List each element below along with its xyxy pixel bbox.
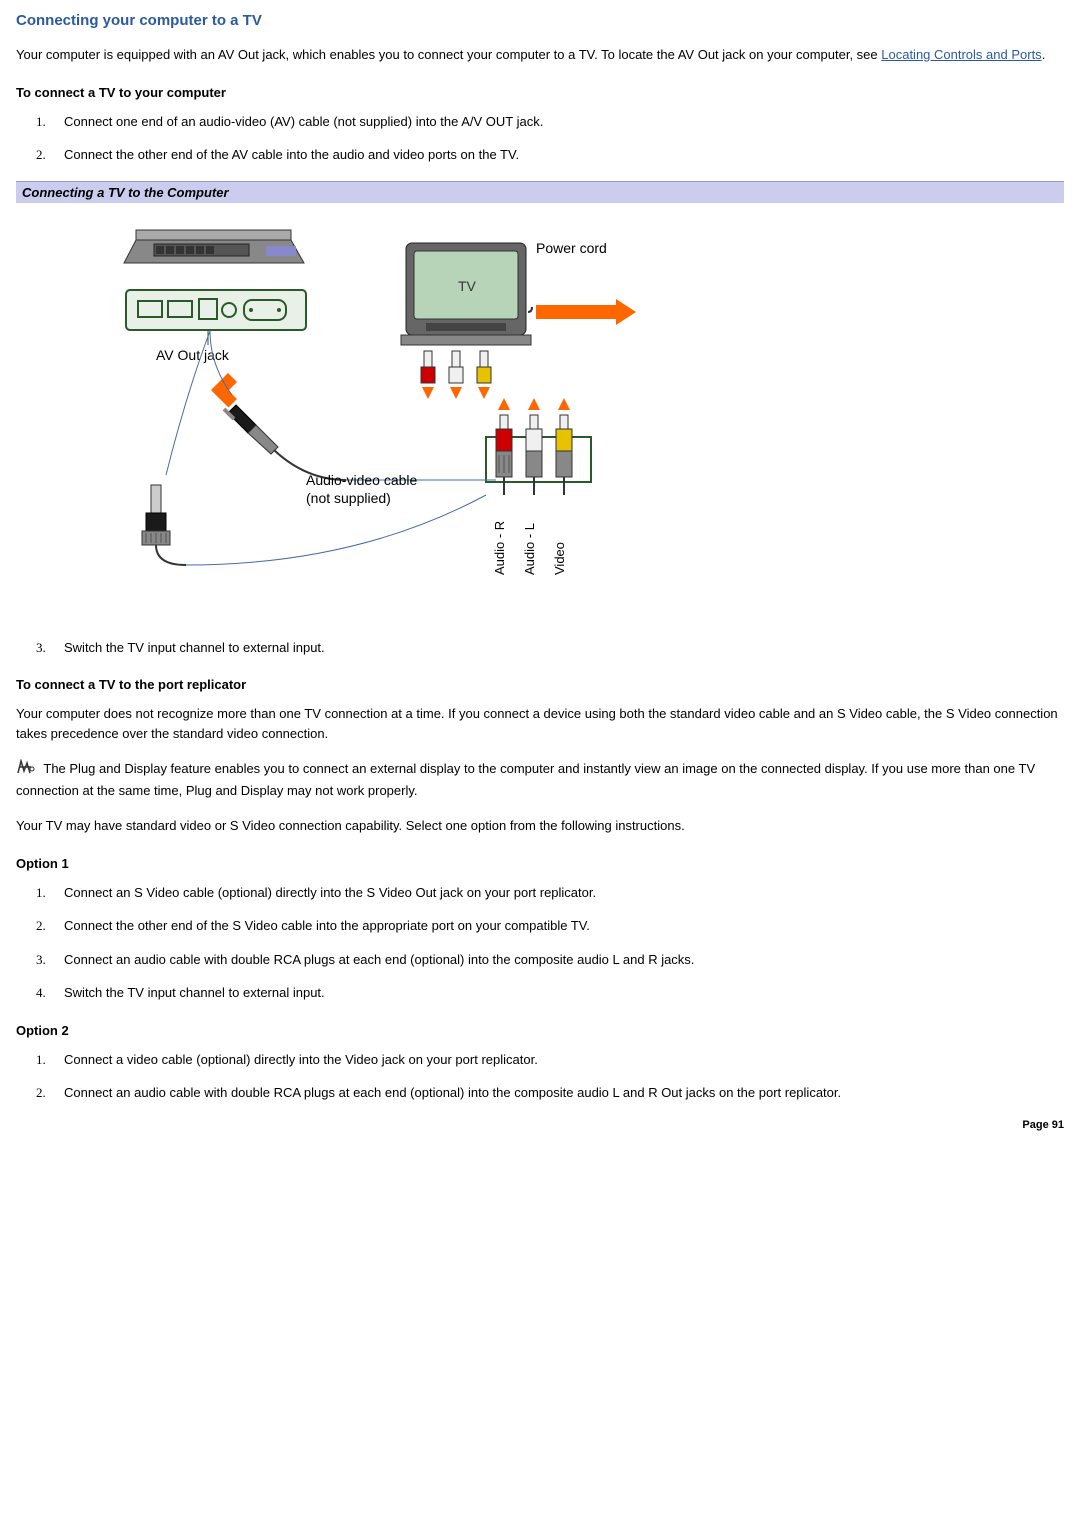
tv-rca-jacks-icon [421, 351, 491, 383]
section2-heading: To connect a TV to the port replicator [16, 677, 1064, 692]
video-label: Video [552, 541, 567, 574]
intro-paragraph: Your computer is equipped with an AV Out… [16, 45, 1064, 65]
list-item: Switch the TV input channel to external … [64, 638, 1064, 658]
avout-label: AV Out jack [156, 347, 230, 363]
section1-steps: Connect one end of an audio-video (AV) c… [16, 112, 1064, 165]
note-paragraph: The Plug and Display feature enables you… [16, 759, 1064, 800]
section2-para1: Your computer does not recognize more th… [16, 704, 1064, 743]
option2-steps: Connect a video cable (optional) directl… [16, 1050, 1064, 1103]
note-text: The Plug and Display feature enables you… [16, 761, 1035, 797]
port-replicator-icon [126, 290, 306, 330]
power-cord-label: Power cord [536, 240, 607, 256]
page-title: Connecting your computer to a TV [16, 12, 1064, 29]
locating-controls-link[interactable]: Locating Controls and Ports [881, 47, 1041, 62]
list-item: Connect a video cable (optional) directl… [64, 1050, 1064, 1070]
intro-text-1: Your computer is equipped with an AV Out… [16, 47, 881, 62]
tv-plugs-icon [486, 415, 591, 495]
list-item: Connect the other end of the AV cable in… [64, 145, 1064, 165]
av-miniplug-icon [224, 405, 346, 480]
list-item: Connect an audio cable with double RCA p… [64, 950, 1064, 970]
page-number: Page 91 [16, 1119, 1064, 1131]
av-cable-label-1: Audio-video cable [306, 472, 418, 488]
av-cable-label-2: (not supplied) [306, 490, 391, 506]
figure-caption: Connecting a TV to the Computer [16, 181, 1064, 203]
laptop-icon [124, 230, 304, 263]
list-item: Connect one end of an audio-video (AV) c… [64, 112, 1064, 132]
section1-steps-cont: Switch the TV input channel to external … [16, 638, 1064, 658]
option2-heading: Option 2 [16, 1023, 1064, 1038]
diagram-svg: AV Out jack TV Power cord [106, 215, 676, 615]
list-item: Connect the other end of the S Video cab… [64, 916, 1064, 936]
plug-arrow-icon [498, 398, 570, 410]
connection-diagram: AV Out jack TV Power cord [16, 215, 1064, 618]
section2-para2: Your TV may have standard video or S Vid… [16, 816, 1064, 836]
tv-jack-arrow-icon [422, 387, 490, 399]
miniplug-arrow-icon [211, 373, 237, 407]
option1-heading: Option 1 [16, 856, 1064, 871]
note-icon [16, 759, 36, 781]
list-item: Connect an audio cable with double RCA p… [64, 1083, 1064, 1103]
list-item: Connect an S Video cable (optional) dire… [64, 883, 1064, 903]
intro-text-2: . [1042, 47, 1046, 62]
audio-l-label: Audio - L [522, 522, 537, 574]
list-item: Switch the TV input channel to external … [64, 983, 1064, 1003]
section1-heading: To connect a TV to your computer [16, 85, 1064, 100]
audio-r-label: Audio - R [492, 520, 507, 574]
tv-label: TV [458, 278, 477, 294]
option1-steps: Connect an S Video cable (optional) dire… [16, 883, 1064, 1003]
tv-icon: TV [401, 243, 531, 345]
pc-plug-icon [142, 485, 186, 565]
power-arrow-icon [528, 299, 636, 325]
